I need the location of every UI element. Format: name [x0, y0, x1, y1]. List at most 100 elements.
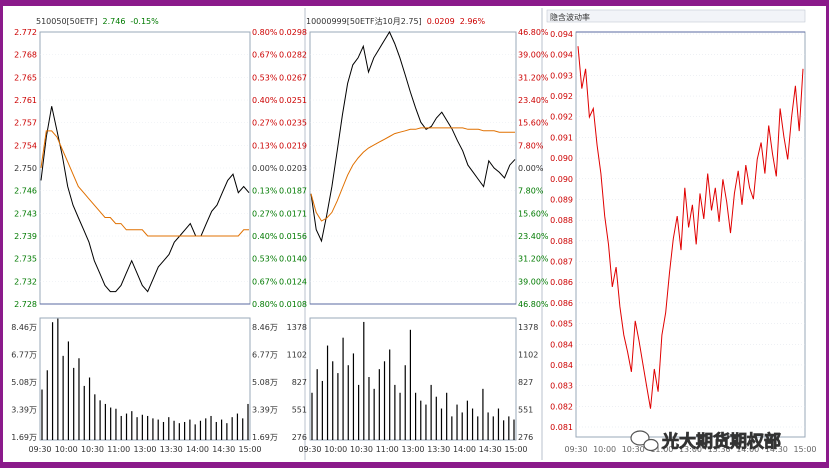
y-right-tick: 0.40% [252, 232, 278, 241]
iv-y-tick: 0.092 [550, 92, 573, 101]
y-right-tick: 0.40% [252, 96, 278, 105]
x-tick: 09:30 [28, 445, 51, 454]
x-tick: 10:30 [81, 445, 104, 454]
iv-y-tick: 0.094 [550, 30, 573, 39]
frame-right-bar [826, 0, 829, 468]
volume-tick-left: 1378 [287, 323, 307, 332]
volume-tick-right: 551 [518, 406, 533, 415]
iv-y-tick: 0.088 [550, 237, 573, 246]
header-price: 2.746 [103, 17, 126, 26]
header-code: 10000999[50ETF沽10月2.75] [306, 16, 422, 26]
y-left-tick: 0.0235 [279, 119, 307, 128]
frame-left-bar [0, 0, 3, 468]
iv-x-tick: 13:30 [708, 445, 731, 454]
y-right-tick: 15.60% [518, 209, 549, 218]
iv-y-tick: 0.082 [550, 402, 573, 411]
iv-y-tick: 0.091 [550, 133, 573, 142]
header-code: 510050[50ETF] [36, 17, 98, 26]
volume-tick-right: 5.08万 [252, 378, 278, 387]
volume-tick-right: 1102 [518, 351, 538, 360]
y-right-tick: 7.80% [518, 141, 544, 150]
volume-tick-left: 827 [292, 378, 307, 387]
iv-x-tick: 10:30 [622, 445, 645, 454]
average-price-line [40, 130, 249, 237]
y-right-tick: 7.80% [518, 187, 544, 196]
average-price-line [310, 127, 515, 222]
y-left-tick: 2.735 [14, 255, 37, 264]
iv-y-tick: 0.089 [550, 195, 573, 204]
x-tick: 10:00 [55, 445, 78, 454]
y-right-tick: 0.80% [252, 300, 278, 309]
y-right-tick: 0.67% [252, 51, 278, 60]
y-right-tick: 0.27% [252, 209, 278, 218]
y-right-tick: 0.27% [252, 119, 278, 128]
y-left-tick: 0.0298 [279, 28, 307, 37]
y-right-tick: 0.00% [518, 164, 544, 173]
x-tick: 11:00 [376, 445, 399, 454]
y-right-tick: 15.60% [518, 119, 549, 128]
volume-tick-right: 8.46万 [252, 323, 278, 332]
volume-tick-right: 276 [518, 433, 533, 442]
y-right-tick: 0.13% [252, 141, 278, 150]
y-left-tick: 0.0267 [279, 73, 307, 82]
y-left-tick: 2.772 [14, 28, 37, 37]
volume-tick-right: 6.77万 [252, 351, 278, 360]
y-right-tick: 46.80% [518, 28, 549, 37]
y-left-tick: 2.765 [14, 73, 37, 82]
y-left-tick: 0.0124 [279, 277, 307, 286]
x-tick: 14:00 [186, 445, 209, 454]
y-left-tick: 2.761 [14, 96, 37, 105]
iv-title-bar [546, 9, 806, 23]
iv-x-tick: 15:00 [793, 445, 816, 454]
volume-tick-left: 5.08万 [11, 378, 37, 387]
watermark: 光大期货期权部 [630, 430, 781, 452]
iv-x-tick: 13:00 [679, 445, 702, 454]
y-left-tick: 2.743 [14, 209, 37, 218]
iv-x-tick: 14:00 [736, 445, 759, 454]
iv-y-tick: 0.084 [550, 361, 573, 370]
y-right-tick: 39.00% [518, 277, 549, 286]
iv-y-tick: 0.090 [550, 175, 573, 184]
iv-y-tick: 0.085 [550, 320, 573, 329]
volume-tick-left: 6.77万 [11, 351, 37, 360]
y-left-tick: 0.0203 [279, 164, 307, 173]
y-right-tick: 31.20% [518, 73, 549, 82]
volume-tick-left: 1102 [287, 351, 307, 360]
y-left-tick: 2.732 [14, 277, 37, 286]
iv-x-tick: 14:30 [765, 445, 788, 454]
iv-plot-border [575, 31, 806, 438]
iv-x-tick: 11:00 [650, 445, 673, 454]
volume-tick-right: 1378 [518, 323, 538, 332]
x-tick: 13:30 [160, 445, 183, 454]
y-right-tick: 23.40% [518, 96, 549, 105]
iv-y-tick: 0.093 [550, 71, 573, 80]
header-change: 2.96% [460, 17, 486, 26]
y-left-tick: 2.754 [14, 141, 37, 150]
y-right-tick: 31.20% [518, 255, 549, 264]
iv-y-tick: 0.086 [550, 299, 573, 308]
y-left-tick: 0.0140 [279, 255, 307, 264]
volume-plot-border [39, 317, 251, 441]
iv-y-tick: 0.086 [550, 278, 573, 287]
volume-tick-left: 276 [292, 433, 307, 442]
y-right-tick: 0.67% [252, 277, 278, 286]
y-right-tick: 39.00% [518, 51, 549, 60]
y-left-tick: 2.750 [14, 164, 37, 173]
iv-panel: 隐含波动率 0.094 0.094 0.093 0.092 0.092 0.091 0.090… [546, 9, 817, 454]
intraday-panel-option-intraday: 10000999[50ETF沽10月2.75] 0.0209 2.96% 0.0298… [279, 16, 549, 454]
y-right-tick: 0.13% [252, 187, 278, 196]
volume-tick-left: 8.46万 [11, 323, 37, 332]
iv-x-tick: 09:30 [564, 445, 587, 454]
y-right-tick: 0.80% [252, 28, 278, 37]
wechat-bubble-small [643, 438, 659, 452]
volume-plot-border [309, 317, 517, 441]
volume-tick-left: 3.39万 [11, 406, 37, 415]
iv-y-tick: 0.090 [550, 154, 573, 163]
y-left-tick: 0.0108 [279, 300, 307, 309]
y-left-tick: 2.768 [14, 51, 37, 60]
iv-y-tick: 0.088 [550, 216, 573, 225]
panel-header: 510050[50ETF] 2.746 -0.15% [36, 17, 159, 26]
iv-y-tick: 0.092 [550, 113, 573, 122]
iv-title: 隐含波动率 [550, 12, 590, 22]
